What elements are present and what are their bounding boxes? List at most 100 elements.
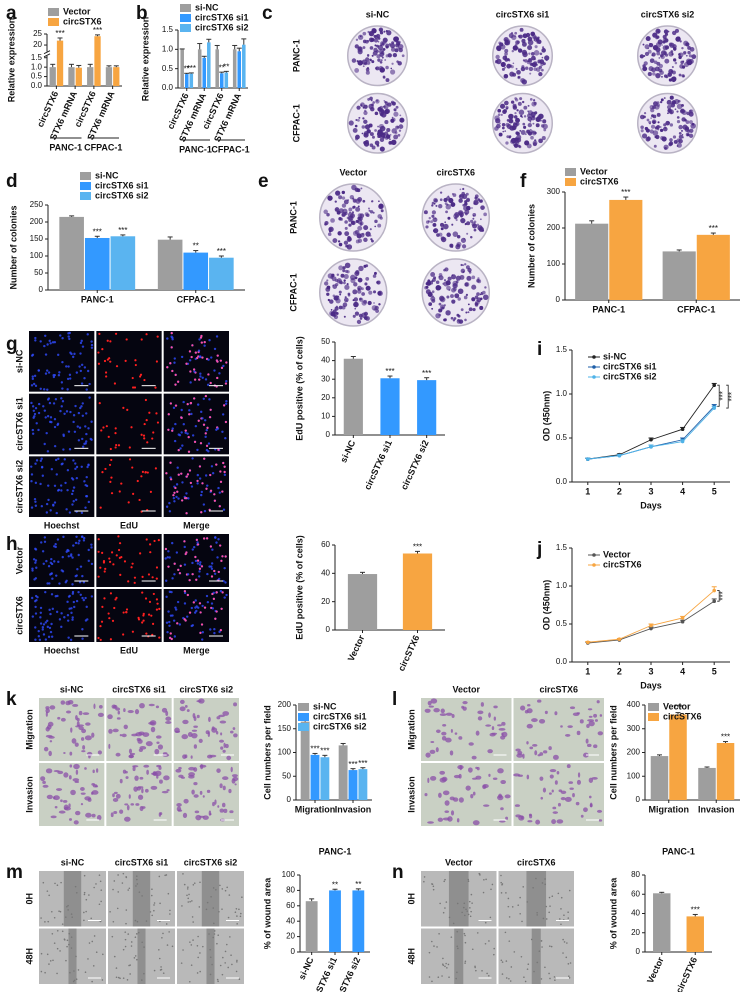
nucleus [37,411,41,415]
colony [521,79,527,85]
colony [362,199,366,203]
colony [533,67,538,71]
nucleus [55,574,58,577]
colony [536,67,541,72]
colony [358,313,363,318]
cell [219,739,225,743]
bar [698,767,716,800]
nucleus [204,378,208,381]
colony [375,66,380,71]
nucleus [87,427,90,430]
cell [60,881,62,884]
colony [343,281,346,285]
bar [94,36,101,86]
cell [50,910,53,913]
cell [505,892,507,894]
colony [523,105,528,110]
cell [484,921,487,924]
cell [224,743,229,749]
nucleus [34,336,37,340]
cell [567,917,570,919]
cell [593,744,598,749]
nucleus [34,481,38,485]
column-label: circSTX6 si2 [180,684,234,694]
cell [442,790,450,796]
nucleus [34,384,38,388]
colony [473,220,477,224]
row-label: PANC-1 [291,39,301,72]
bar [183,252,209,290]
colony [639,114,645,120]
nucleus [41,550,45,553]
nucleus [33,412,37,416]
colony [333,295,339,301]
edu-nucleus [99,638,102,641]
colony [652,72,656,76]
cell [69,751,73,756]
error-bar [659,891,665,894]
cell [475,969,477,972]
colony [504,130,507,132]
colony [374,44,377,47]
edu-nucleus [198,602,202,605]
nucleus [40,541,43,544]
edu-nucleus [97,550,100,553]
colony [398,124,404,129]
cell [190,944,193,946]
bar [352,890,365,952]
cell [430,740,435,744]
legend-swatch [48,8,59,16]
colony [494,60,499,64]
cell [539,776,544,781]
cell [236,923,238,925]
y-tick-label: 150 [278,724,292,733]
cell [191,916,194,918]
edu-nucleus [131,386,135,389]
cell [596,700,600,704]
colony [379,137,385,142]
nucleus [59,484,63,487]
cell [84,735,92,741]
colony [536,41,539,44]
cell [446,967,448,969]
cell [542,787,547,793]
nucleus [175,551,179,554]
nucleus [76,425,79,428]
cell [488,940,490,942]
nucleus [49,509,52,512]
x-tick-label: Invasion [335,804,372,814]
cell [153,902,156,904]
colony [511,49,515,53]
edu-nucleus [99,506,102,509]
cell [485,724,492,727]
cell [575,801,580,806]
colony [516,109,519,112]
edu-nucleus [142,434,146,437]
colony [541,136,546,141]
cell [134,936,137,938]
colony [512,62,515,65]
cell [500,735,506,740]
edu-nucleus [151,633,154,636]
nucleus [177,497,180,500]
colony [443,223,449,230]
point [680,616,685,620]
image-grid [319,183,490,327]
cell [182,873,184,875]
colony [521,116,524,118]
edu-nucleus [169,632,172,635]
colony [662,34,667,39]
x-tick-label: PANC-1 [592,304,625,314]
cell [181,734,189,740]
cell [143,972,145,975]
legend-swatch [565,168,576,176]
nucleus [164,557,167,560]
cell [548,911,550,914]
colony [424,286,428,290]
significance-label: *** [55,29,64,38]
nucleus [81,574,84,578]
bar [300,721,310,800]
micrograph [96,393,162,455]
x-tick-label: 4 [680,666,685,676]
row-label: circSTX6 si2 [14,460,24,514]
